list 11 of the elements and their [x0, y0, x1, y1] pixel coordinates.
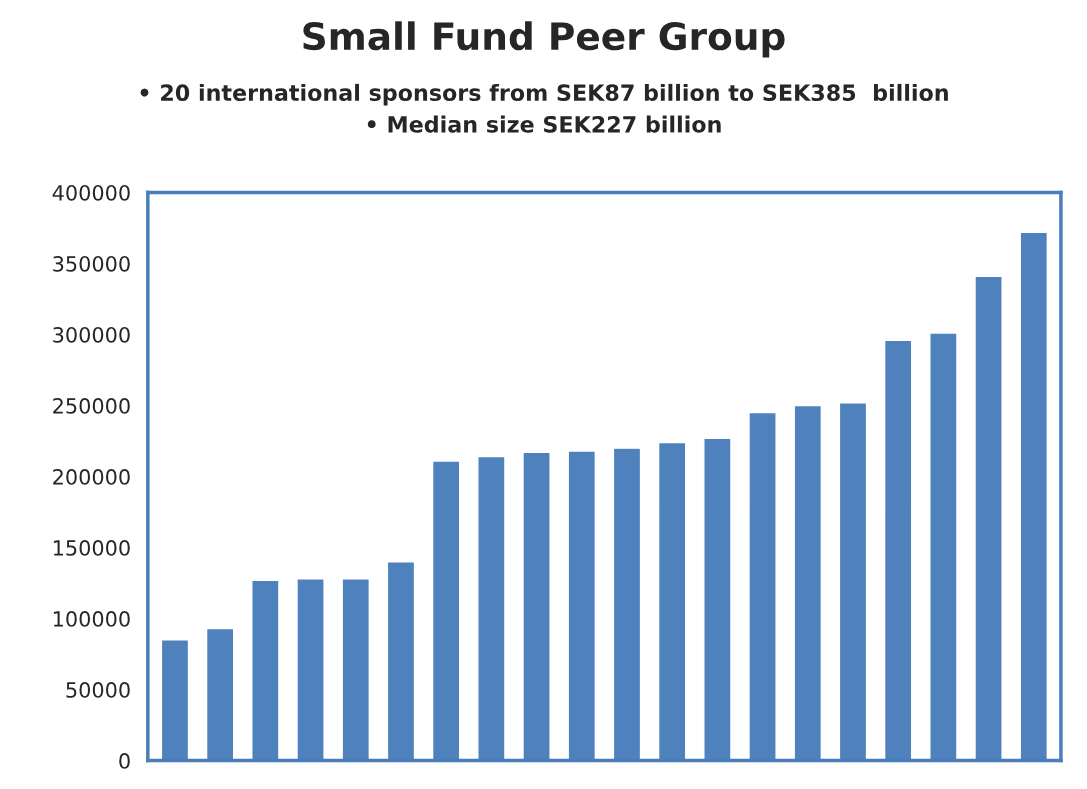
y-tick-label: 400000 — [52, 184, 130, 201]
y-tick-label: 300000 — [53, 326, 130, 343]
y-tick-label: 350000 — [53, 255, 130, 272]
y-tick-label: 200000 — [53, 469, 130, 485]
y-tick-label: 50000 — [66, 682, 130, 698]
y-tick-label: 250000 — [53, 398, 130, 414]
chart-title: Small Fund Peer Group — [303, 21, 785, 58]
chart-subtitle: • 20 international sponsors from SEK87 billion to SEK385 billion • Median size SEK227 billion — [140, 83, 948, 133]
y-tick-label: 100000 — [53, 611, 130, 627]
y-tick-label: 0 — [119, 753, 130, 769]
y-tick-label: 150000 — [53, 540, 130, 556]
